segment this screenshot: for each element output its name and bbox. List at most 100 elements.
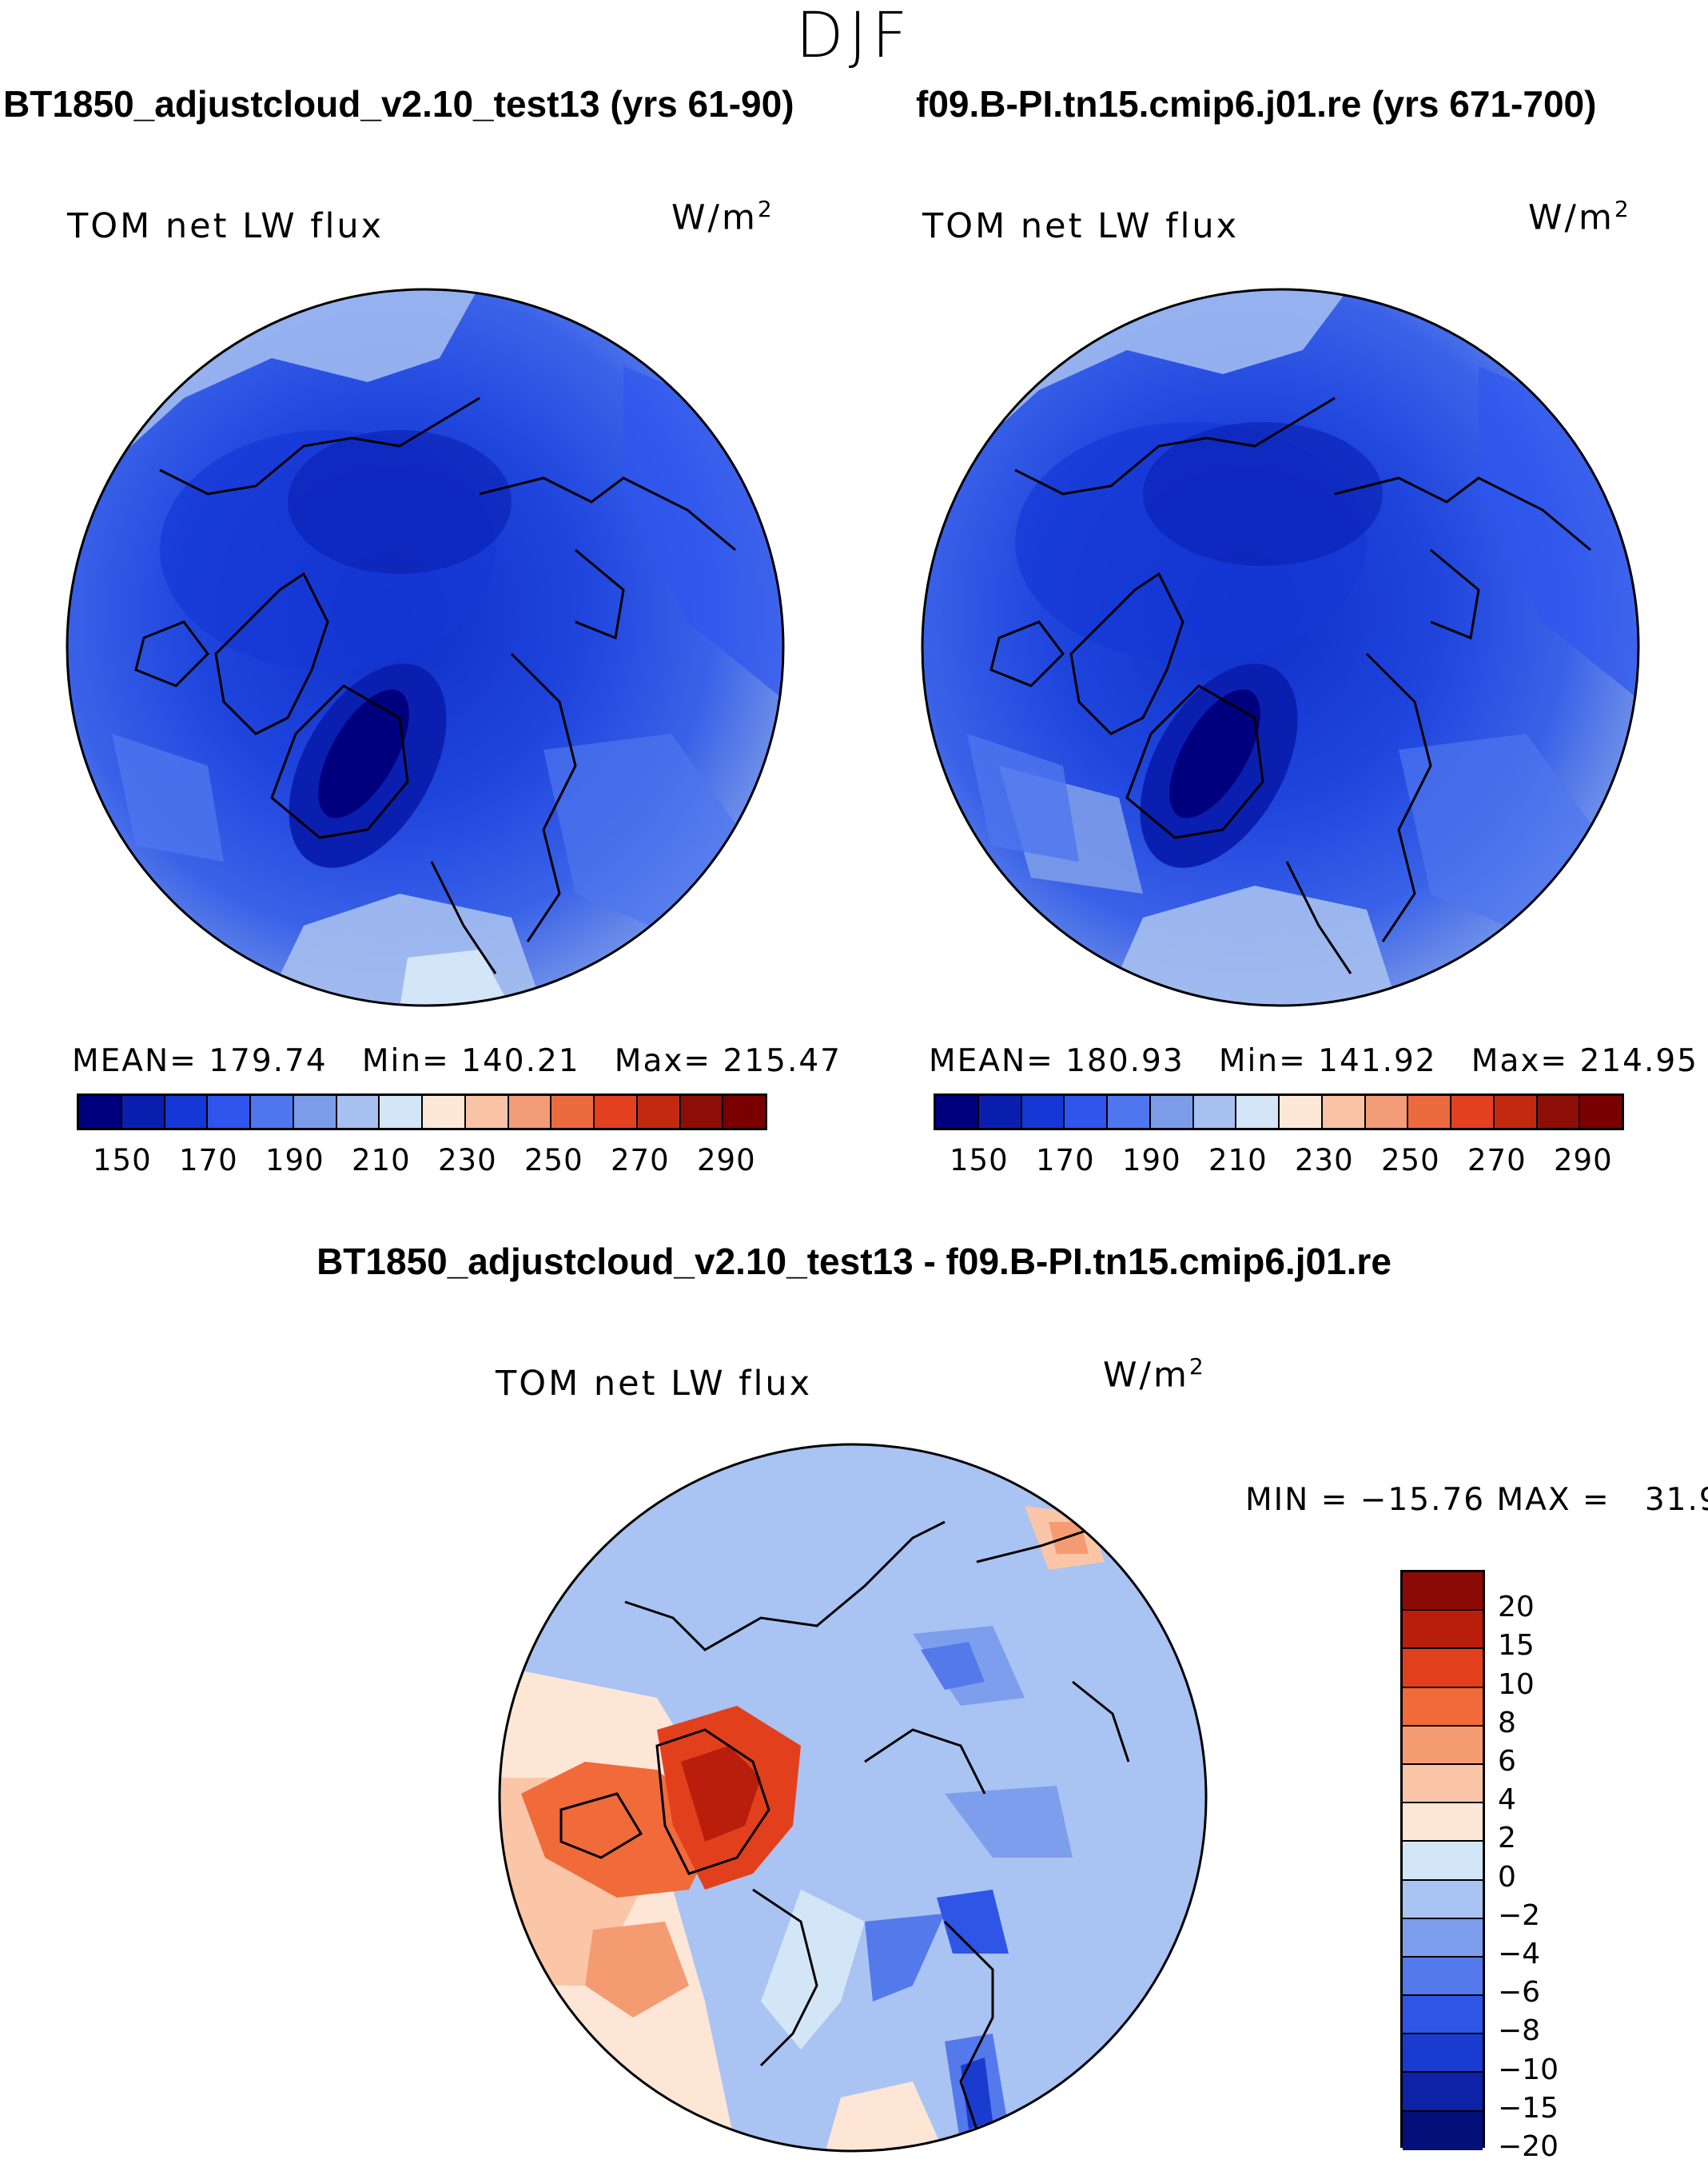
right-colorbar-swatch [1365,1096,1409,1128]
left-colorbar-tick: 190 [265,1143,324,1177]
diff-colorbar-swatch [1403,1726,1483,1765]
left-colorbar-ticks: 150 170 190 210 230 250 270 290 [77,1143,767,1183]
right-colorbar-swatch [1150,1096,1194,1128]
right-colorbar-swatch [1065,1096,1108,1128]
diff-colorbar-tick: 4 [1498,1783,1516,1817]
right-panel-units: W/m2 [1528,196,1631,238]
left-colorbar-tick: 270 [611,1143,670,1177]
diff-colorbar-tick: 0 [1498,1860,1516,1894]
right-colorbar-swatch [1494,1096,1538,1128]
diff-colorbar-swatch [1403,1803,1483,1842]
left-colorbar-tick: 210 [352,1143,411,1177]
left-colorbar-swatch [551,1096,595,1128]
right-colorbar-tick: 170 [1036,1143,1095,1177]
diff-colorbar-tick: 8 [1498,1706,1516,1739]
right-panel-header: f09.B-PI.tn15.cmip6.j01.re (yrs 671-700) [916,83,1597,125]
diff-colorbar-swatch [1403,2073,1483,2112]
diff-panel-header: BT1850_adjustcloud_v2.10_test13 - f09.B-… [317,1241,1391,1282]
diff-colorbar-tick: −4 [1498,1938,1541,1970]
left-colorbar-tick: 150 [93,1143,152,1177]
diff-colorbar-swatch [1403,1611,1483,1650]
diff-colorbar-swatch [1403,1764,1483,1804]
diff-colorbar-tick: −10 [1498,2053,1559,2086]
diff-colorbar-ticks: 20 15 10 8 6 4 2 0 −2 −4 −6 −8 −10 −15 −20 [1498,1570,1658,2163]
diff-colorbar-swatch [1403,1687,1483,1727]
left-colorbar-swatch [723,1096,765,1128]
right-colorbar-tick: 190 [1122,1143,1181,1177]
right-colorbar-tick: 230 [1295,1143,1354,1177]
right-colorbar-swatch [1322,1096,1366,1128]
diff-colorbar-swatch [1403,1649,1483,1688]
diff-colorbar-tick: 20 [1498,1591,1535,1624]
left-colorbar-swatch [508,1096,552,1128]
right-colorbar-tick: 150 [950,1143,1009,1177]
diff-colorbar-tick: −15 [1498,2091,1559,2125]
diff-polar-map [498,1443,1208,2153]
diff-colorbar-swatch [1403,2034,1483,2073]
left-colorbar-swatch [595,1096,638,1128]
right-colorbar-tick: 210 [1208,1143,1268,1177]
right-polar-map [921,288,1640,1007]
left-colorbar-swatch [79,1096,122,1128]
right-colorbar-ticks: 150 170 190 210 230 250 270 290 [934,1143,1624,1183]
diff-colorbar-tick: 15 [1498,1629,1535,1663]
right-colorbar [934,1093,1624,1130]
left-colorbar-tick: 230 [438,1143,497,1177]
left-panel-stats: MEAN= 179.74 Min= 140.21 Max= 215.47 [72,1043,842,1079]
diff-colorbar [1400,1570,1485,2150]
diff-colorbar-tick: −2 [1498,1898,1541,1932]
left-colorbar-swatch [336,1096,380,1128]
left-panel-header: BT1850_adjustcloud_v2.10_test13 (yrs 61-… [3,83,794,125]
diff-colorbar-tick: 10 [1498,1667,1535,1701]
diff-colorbar-tick: 6 [1498,1745,1516,1778]
diff-colorbar-tick: −20 [1498,2130,1559,2163]
right-colorbar-swatch [1451,1096,1495,1128]
diff-colorbar-swatch [1403,1996,1483,2035]
right-colorbar-swatch [1537,1096,1581,1128]
right-panel-label: TOM net LW flux [922,206,1240,246]
left-colorbar-swatch [423,1096,466,1128]
diff-colorbar-swatch [1403,1957,1483,1997]
right-colorbar-tick: 250 [1381,1143,1440,1177]
diff-panel-units: W/m2 [1103,1353,1206,1396]
right-colorbar-swatch [978,1096,1022,1128]
right-colorbar-tick: 290 [1554,1143,1613,1177]
right-panel-stats: MEAN= 180.93 Min= 141.92 Max= 214.95 [929,1043,1698,1079]
left-colorbar-swatch [465,1096,509,1128]
season-title: DJF [795,0,913,72]
left-colorbar-swatch [680,1096,724,1128]
left-colorbar-swatch [293,1096,337,1128]
diff-colorbar-tick: 2 [1498,1822,1516,1855]
right-colorbar-swatch [1236,1096,1280,1128]
right-colorbar-swatch [1021,1096,1065,1128]
diff-colorbar-swatch [1403,1842,1483,1881]
right-colorbar-tick: 270 [1467,1143,1527,1177]
left-colorbar-tick: 250 [524,1143,583,1177]
right-colorbar-swatch [1280,1096,1323,1128]
left-colorbar-swatch [208,1096,251,1128]
diff-colorbar-tick: −6 [1498,1976,1541,2010]
left-colorbar-swatch [251,1096,294,1128]
diff-panel-label: TOM net LW flux [496,1364,813,1404]
diff-colorbar-swatch [1403,1880,1483,1919]
left-colorbar-tick: 170 [179,1143,238,1177]
left-colorbar-swatch [380,1096,423,1128]
diff-colorbar-tick: −8 [1498,2014,1541,2048]
right-colorbar-swatch [1580,1096,1622,1128]
right-colorbar-swatch [1108,1096,1151,1128]
diff-panel-stats: MIN = −15.76 MAX = 31.90 [1245,1482,1708,1518]
diff-colorbar-swatch [1403,1918,1483,1958]
left-colorbar-swatch [637,1096,681,1128]
right-colorbar-swatch [936,1096,979,1128]
left-polar-map [66,288,785,1007]
left-panel-units: W/m2 [671,196,774,238]
right-colorbar-swatch [1193,1096,1237,1128]
left-colorbar-swatch [121,1096,165,1128]
diff-colorbar-swatch [1403,2111,1483,2150]
diff-colorbar-swatch [1403,1572,1483,1611]
left-colorbar-swatch [165,1096,209,1128]
left-panel-label: TOM net LW flux [67,206,384,246]
right-colorbar-swatch [1408,1096,1451,1128]
left-colorbar-tick: 290 [697,1143,756,1177]
left-colorbar [77,1093,767,1130]
